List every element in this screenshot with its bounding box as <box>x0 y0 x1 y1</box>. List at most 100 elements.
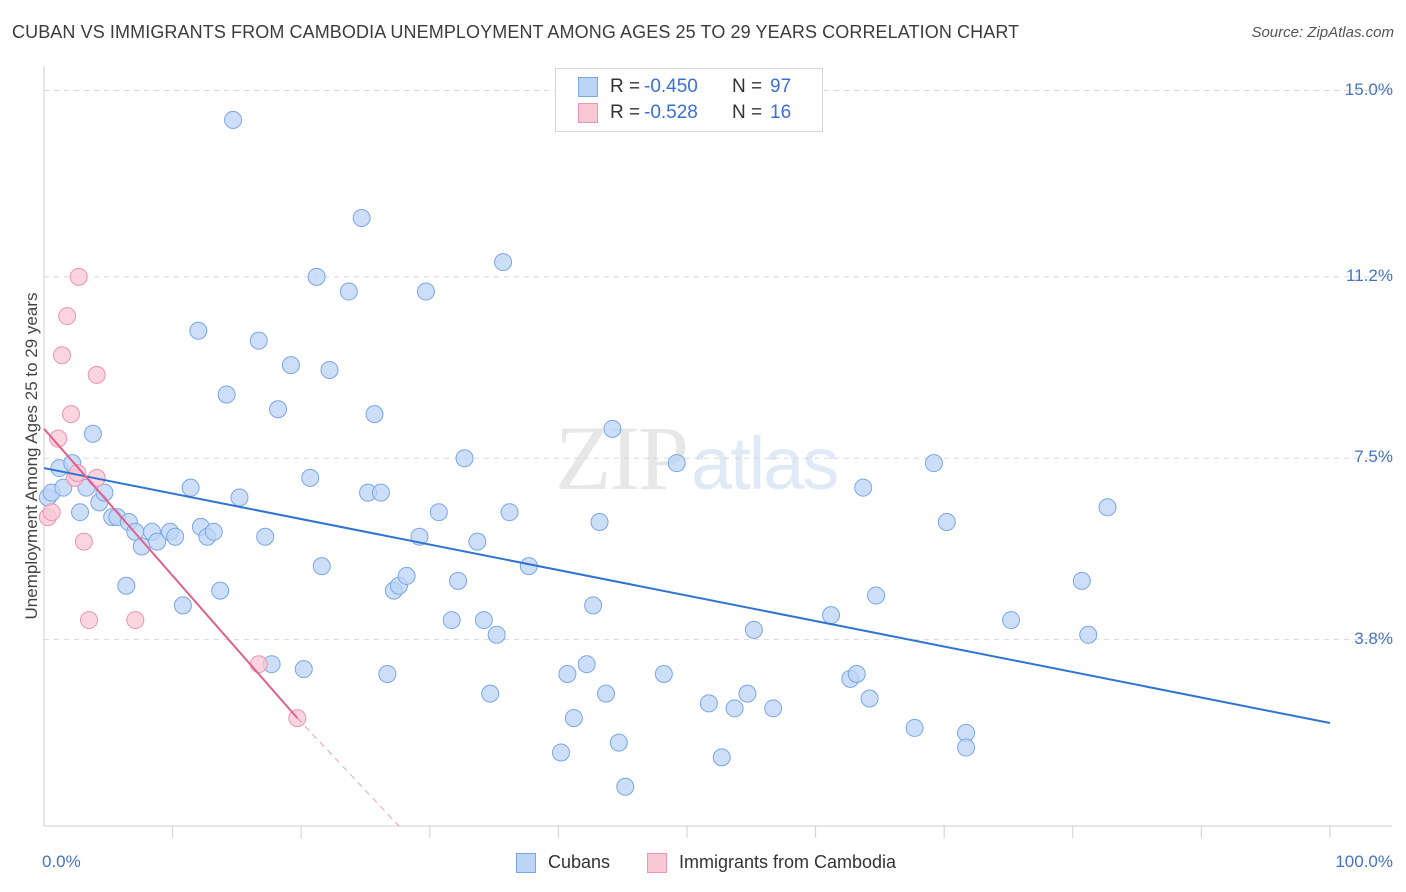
cubans-point[interactable] <box>166 527 185 546</box>
cubans-point[interactable] <box>352 209 371 227</box>
legend-item-cubans[interactable]: Cubans <box>516 852 610 873</box>
cubans-point[interactable] <box>54 478 73 497</box>
y-tick-label: 7.5% <box>1354 447 1393 467</box>
cambodia-point[interactable] <box>69 267 88 286</box>
cubans-point[interactable] <box>603 419 622 438</box>
cubans-point[interactable] <box>281 356 300 375</box>
cambodia-point[interactable] <box>49 429 68 448</box>
cambodia-point[interactable] <box>87 365 106 384</box>
cubans-point[interactable] <box>294 660 313 679</box>
cubans-point[interactable] <box>854 478 873 497</box>
legend-item-cambodia[interactable]: Immigrants from Cambodia <box>647 852 896 873</box>
x-tick-label-min: 0.0% <box>42 852 81 871</box>
legend-r-value: -0.528 <box>644 102 698 123</box>
legend-label-cubans: Cubans <box>548 852 611 872</box>
cubans-point[interactable] <box>449 571 468 590</box>
cubans-point[interactable] <box>937 513 956 531</box>
cubans-point[interactable] <box>654 665 673 683</box>
cubans-point[interactable] <box>699 694 718 713</box>
cubans-point[interactable] <box>564 709 583 728</box>
cubans-point[interactable] <box>1079 625 1098 644</box>
cubans-point[interactable] <box>320 361 339 379</box>
cubans-point[interactable] <box>95 483 114 502</box>
cubans-point[interactable] <box>712 748 731 767</box>
cubans-point[interactable] <box>307 267 326 286</box>
cubans-point[interactable] <box>429 503 448 522</box>
cubans-point[interactable] <box>416 282 435 301</box>
cubans-point[interactable] <box>924 454 943 473</box>
legend-r-label: R = <box>610 76 641 97</box>
cubans-point[interactable] <box>609 733 628 752</box>
cubans-point[interactable] <box>500 503 519 522</box>
cubans-point[interactable] <box>181 478 200 497</box>
cubans-point[interactable] <box>301 468 320 487</box>
cubans-point[interactable] <box>1072 571 1091 590</box>
y-tick-label: 11.2% <box>1346 265 1393 285</box>
cubans-point[interactable] <box>867 586 886 605</box>
cambodia-point[interactable] <box>126 611 145 630</box>
cubans-point[interactable] <box>616 777 635 796</box>
cubans-point[interactable] <box>468 532 487 551</box>
cubans-point[interactable] <box>397 566 416 585</box>
cubans-point[interactable] <box>847 665 866 683</box>
cubans-point[interactable] <box>474 611 493 630</box>
cubans-point[interactable] <box>590 513 609 531</box>
cubans-points <box>38 110 1117 796</box>
cubans-point[interactable] <box>822 606 841 625</box>
cubans-point[interactable] <box>1002 611 1021 630</box>
cambodia-point[interactable] <box>249 655 268 674</box>
cubans-point[interactable] <box>558 665 577 683</box>
cubans-point[interactable] <box>957 738 976 757</box>
cubans-point[interactable] <box>189 321 208 340</box>
cubans-point[interactable] <box>551 743 570 762</box>
cambodia-trend-line <box>43 428 299 719</box>
cambodia-trend-extension <box>296 717 400 827</box>
cubans-point[interactable] <box>365 405 384 424</box>
cambodia-point[interactable] <box>62 405 81 424</box>
cubans-point[interactable] <box>487 625 506 644</box>
cubans-point[interactable] <box>764 699 783 718</box>
cubans-point[interactable] <box>1098 498 1117 517</box>
cubans-point[interactable] <box>173 596 192 615</box>
cubans-point[interactable] <box>494 253 513 272</box>
cambodia-point[interactable] <box>53 346 72 365</box>
cambodia-point[interactable] <box>42 503 61 522</box>
cubans-point[interactable] <box>905 718 924 737</box>
cubans-point[interactable] <box>269 400 288 419</box>
cambodia-point[interactable] <box>74 532 93 551</box>
cubans-point[interactable] <box>148 532 167 551</box>
cubans-point[interactable] <box>230 488 249 507</box>
cubans-point[interactable] <box>481 684 500 703</box>
y-tick-label: 15.0% <box>1344 79 1393 99</box>
cubans-point[interactable] <box>371 483 390 502</box>
cubans-point[interactable] <box>455 449 474 468</box>
cubans-point[interactable] <box>71 503 90 522</box>
cubans-point[interactable] <box>738 684 757 703</box>
cubans-point[interactable] <box>217 385 236 404</box>
cubans-point[interactable] <box>577 655 596 674</box>
cubans-point[interactable] <box>117 576 136 595</box>
cubans-point[interactable] <box>339 282 358 301</box>
legend-label-cambodia: Immigrants from Cambodia <box>679 852 897 872</box>
cubans-point[interactable] <box>442 611 461 630</box>
legend-n-value: 16 <box>770 102 792 123</box>
cubans-point[interactable] <box>596 684 615 703</box>
cubans-point[interactable] <box>83 424 102 443</box>
cambodia-legend-swatch <box>647 852 667 873</box>
cubans-point[interactable] <box>204 522 223 541</box>
cubans-point[interactable] <box>584 596 603 615</box>
cambodia-point[interactable] <box>58 307 77 326</box>
cambodia-point[interactable] <box>80 611 99 630</box>
cubans-point[interactable] <box>211 581 230 600</box>
cubans-point[interactable] <box>725 699 744 718</box>
legend-row-cubans: R = -0.450 N = 97 <box>578 74 791 100</box>
cubans-point[interactable] <box>378 665 397 683</box>
cubans-point[interactable] <box>249 331 268 350</box>
cubans-point[interactable] <box>312 557 331 576</box>
cubans-point[interactable] <box>860 689 879 708</box>
cubans-point[interactable] <box>744 620 763 639</box>
cubans-point[interactable] <box>667 454 686 473</box>
cubans-point[interactable] <box>256 527 275 546</box>
cubans-point[interactable] <box>224 110 243 129</box>
